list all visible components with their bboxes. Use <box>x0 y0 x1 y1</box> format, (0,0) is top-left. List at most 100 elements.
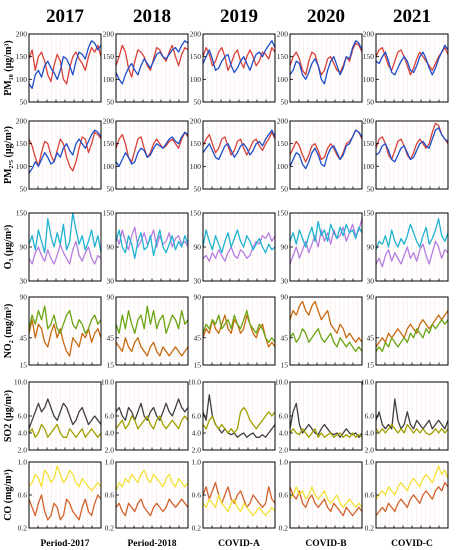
period-label: COVID-C <box>391 539 433 549</box>
y-tick-label: 2.0 <box>365 446 375 455</box>
panel: 200 150 100 50 <box>103 30 189 107</box>
y-tick-label: 200 <box>363 30 375 39</box>
series-line <box>202 131 276 156</box>
y-tick-label: 0.2 <box>105 524 115 533</box>
panel: 200 150 100 50 <box>190 30 276 107</box>
panel: 150 90 30 <box>103 209 189 286</box>
series-line <box>115 498 189 517</box>
panel: 200 150 100 50 <box>16 30 102 107</box>
panel: 1.0 0.6 0.2 <box>18 458 102 533</box>
y-tick-label: 15 <box>20 361 28 370</box>
year-header: 2020 <box>307 6 345 27</box>
y-tick-label: 150 <box>363 52 375 61</box>
y-tick-label: 0.6 <box>18 491 28 500</box>
y-tick-label: 0.6 <box>192 491 202 500</box>
y-tick-label: 150 <box>16 139 28 148</box>
series-line <box>202 494 276 517</box>
series-line <box>115 469 189 492</box>
row-ylabel: CO (mg/m³) <box>3 469 14 521</box>
y-tick-label: 100 <box>190 75 202 84</box>
y-tick-label: 30 <box>107 277 115 286</box>
y-tick-label: 50 <box>194 98 202 107</box>
y-tick-label: 100 <box>190 162 202 171</box>
series-line <box>28 129 102 174</box>
panel: 150 90 30 <box>16 209 102 286</box>
y-tick-label: 90 <box>20 243 28 252</box>
series-line <box>289 402 363 438</box>
y-tick-label: 150 <box>277 209 289 218</box>
y-tick-label: 150 <box>190 139 202 148</box>
row-ylabel: NO₂ (mg/m³) <box>3 304 14 359</box>
series-line <box>202 46 276 71</box>
y-tick-label: 150 <box>363 209 375 218</box>
y-tick-label: 200 <box>103 30 115 39</box>
series-line <box>289 428 363 438</box>
y-tick-label: 150 <box>190 209 202 218</box>
series-line <box>375 481 449 516</box>
y-tick-label: 100 <box>16 162 28 171</box>
y-tick-label: 1.0 <box>279 458 289 467</box>
y-tick-label: 1.0 <box>18 458 28 467</box>
y-tick-label: 200 <box>190 117 202 126</box>
panel: 10.0 6.0 4.0 2.0 <box>361 378 449 455</box>
y-tick-label: 100 <box>16 75 28 84</box>
panel: 200 150 100 50 <box>363 30 449 107</box>
y-tick-label: 150 <box>103 209 115 218</box>
series-line <box>289 129 363 170</box>
y-tick-label: 4.0 <box>105 429 115 438</box>
series-line <box>28 212 102 254</box>
y-tick-label: 90 <box>107 293 115 302</box>
y-tick-label: 6.0 <box>18 412 28 421</box>
y-tick-label: 45 <box>281 333 289 342</box>
y-tick-label: 90 <box>20 293 28 302</box>
series-line <box>202 314 276 348</box>
series-line <box>289 328 363 353</box>
y-tick-label: 150 <box>363 139 375 148</box>
panel: 150 90 30 <box>363 209 449 286</box>
y-tick-label: 50 <box>281 185 289 194</box>
series-line <box>28 465 102 492</box>
y-tick-label: 10.0 <box>275 378 288 387</box>
panel: 10.0 6.0 4.0 2.0 <box>101 378 189 455</box>
y-tick-label: 15 <box>281 361 289 370</box>
series-line <box>28 398 102 430</box>
series-line <box>115 337 189 357</box>
y-tick-label: 0.2 <box>192 524 202 533</box>
y-tick-label: 100 <box>363 162 375 171</box>
y-tick-label: 90 <box>281 243 289 252</box>
y-tick-label: 0.6 <box>365 491 375 500</box>
panel: 200 150 100 50 <box>103 117 189 194</box>
series-line <box>375 310 449 348</box>
row-ylabel: O₃ (μg/m³) <box>3 225 14 270</box>
series-line <box>375 398 449 430</box>
y-tick-label: 50 <box>281 98 289 107</box>
y-tick-label: 90 <box>281 293 289 302</box>
period-labels: Period-2017 Period-2018 COVID-A COVID-B COVI… <box>40 539 433 549</box>
y-tick-label: 6.0 <box>105 412 115 421</box>
series-line <box>202 481 276 509</box>
series-line <box>28 319 102 357</box>
y-tick-label: 4.0 <box>279 429 289 438</box>
row-labels: PM₁₀ (μg/m³) PM₂.₅ (μg/m³) O₃ (μg/m³) NO₂ (… <box>3 40 14 521</box>
y-tick-label: 100 <box>363 75 375 84</box>
row-ylabel: SO2 (μg/m³) <box>3 390 14 442</box>
y-tick-label: 150 <box>16 209 28 218</box>
series-line <box>28 494 102 521</box>
series-line <box>375 240 449 268</box>
y-tick-label: 150 <box>277 52 289 61</box>
y-tick-label: 10.0 <box>14 378 27 387</box>
y-tick-label: 100 <box>277 75 289 84</box>
y-tick-label: 150 <box>190 52 202 61</box>
year-header: 2019 <box>220 6 258 27</box>
series-line <box>202 309 276 343</box>
y-tick-label: 150 <box>103 139 115 148</box>
y-tick-label: 30 <box>20 277 28 286</box>
y-tick-label: 200 <box>277 30 289 39</box>
series-line <box>115 305 189 334</box>
series-line <box>115 131 189 167</box>
y-tick-label: 90 <box>194 293 202 302</box>
series-line <box>289 129 363 163</box>
series-line <box>28 131 102 172</box>
series-line <box>375 465 449 500</box>
